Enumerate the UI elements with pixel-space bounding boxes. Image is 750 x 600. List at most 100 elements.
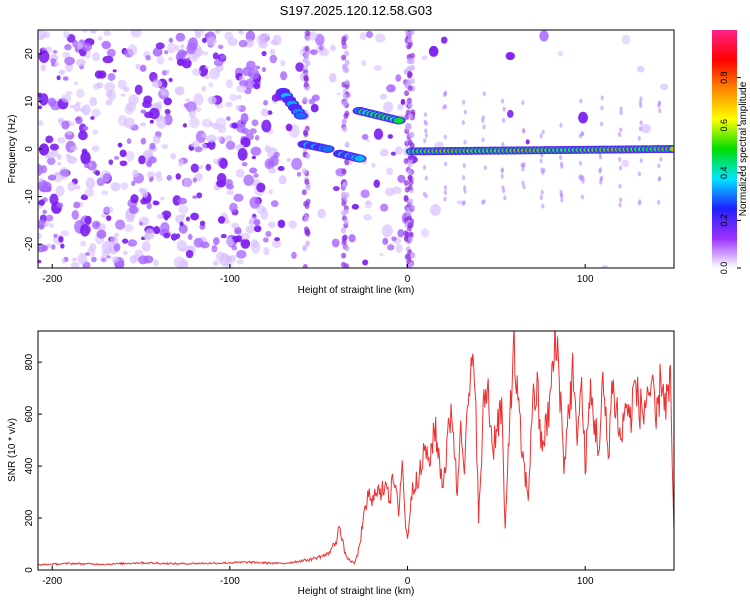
spectrogram-speckle xyxy=(363,214,372,221)
spectrogram-streak xyxy=(600,121,604,127)
spectrogram-speckle xyxy=(225,183,234,190)
spectrogram-streak xyxy=(408,198,414,205)
spectrogram-speckle xyxy=(111,256,120,263)
spectrogram-streak xyxy=(443,161,448,167)
spectrogram-speckle xyxy=(94,70,104,79)
spectrogram-streak xyxy=(344,141,350,148)
spectrogram-speckle xyxy=(101,40,111,50)
spectrogram-x-tick-label: 100 xyxy=(577,274,594,285)
spectrogram-speckle xyxy=(107,72,116,81)
spectrogram-y-tick-label: -20 xyxy=(24,237,35,252)
spectrogram-speckle xyxy=(160,196,165,201)
spectrogram-streak xyxy=(407,85,413,92)
snr-y-axis-label: SNR (10 * v/v) xyxy=(7,418,18,482)
spectrogram-speckle xyxy=(85,177,95,190)
spectrogram-speckle xyxy=(92,51,100,62)
spectrogram-speckle xyxy=(245,30,256,42)
spectrogram-speckle xyxy=(249,196,261,209)
spectrogram-streak xyxy=(409,58,415,65)
colorbar-tick-label: 0.6 xyxy=(719,119,729,132)
spectrogram-speckle xyxy=(213,185,221,191)
spectrogram-speckle xyxy=(211,245,218,253)
snr-y-tick-label: 600 xyxy=(24,405,35,422)
spectrogram-speckle xyxy=(168,57,173,61)
spectrogram-speckle xyxy=(379,252,384,257)
spectrogram-speckle xyxy=(248,68,260,80)
spectrogram-speckle xyxy=(38,50,50,64)
spectrogram-speckle xyxy=(225,237,235,247)
spectrogram-speckle xyxy=(114,232,119,237)
spectrogram-speckle xyxy=(129,254,138,264)
spectrogram-speckle xyxy=(201,133,207,139)
spectrogram-speckle xyxy=(163,232,170,239)
spectrogram-streak xyxy=(424,175,428,181)
spectrogram-streak xyxy=(340,227,346,234)
spectrogram-streak xyxy=(301,189,307,196)
spectrogram-speckle xyxy=(236,259,244,265)
spectrogram-speckle xyxy=(104,82,116,93)
spectrogram-speckle xyxy=(126,138,132,144)
spectrogram-speckle xyxy=(146,171,156,179)
spectrogram-speckle xyxy=(182,123,187,128)
spectrogram-streak xyxy=(341,118,347,125)
spectrogram-speckle xyxy=(64,43,72,51)
spectrogram-speckle xyxy=(141,241,151,252)
spectrogram-speckle xyxy=(38,92,43,98)
spectrogram-speckle xyxy=(38,259,42,264)
spectrogram-speckle xyxy=(120,93,126,97)
spectrogram-speckle xyxy=(188,109,196,119)
spectrogram-ridge-mark xyxy=(393,117,404,124)
spectrogram-streak xyxy=(408,231,414,238)
spectrogram-streak xyxy=(344,245,350,252)
spectrogram-streak xyxy=(619,197,623,203)
spectrogram-speckle xyxy=(274,237,281,242)
spectrogram-speckle xyxy=(192,52,201,59)
spectrogram-streak xyxy=(443,103,448,109)
spectrogram-streak xyxy=(639,158,643,164)
spectrogram-speckle xyxy=(156,56,165,65)
spectrogram-streak xyxy=(541,203,545,209)
spectrogram-speckle xyxy=(201,85,207,92)
spectrogram-speckle xyxy=(58,236,64,243)
spectrogram-speckle xyxy=(317,208,326,219)
spectrogram-speckle xyxy=(286,157,291,163)
spectrogram-speckle xyxy=(72,39,79,48)
spectrogram-streak xyxy=(406,97,412,104)
spectrogram-speckle xyxy=(195,106,202,112)
spectrogram-speckle xyxy=(278,175,287,185)
spectrogram-speckle xyxy=(263,100,269,106)
spectrogram-speckle xyxy=(391,236,397,242)
spectrogram-speckle xyxy=(178,204,189,214)
spectrogram-speckle xyxy=(40,64,47,72)
spectrogram-speckle xyxy=(84,252,90,256)
spectrogram-streak xyxy=(344,59,350,66)
spectrogram-speckle xyxy=(351,203,360,210)
spectrogram-streak xyxy=(403,157,409,164)
spectrogram-speckle xyxy=(400,98,406,105)
spectrogram-speckle xyxy=(262,237,269,243)
spectrogram-speckle xyxy=(175,173,181,180)
spectrogram-streak xyxy=(501,142,505,148)
spectrogram-streak xyxy=(405,79,411,86)
spectrogram-speckle xyxy=(100,255,108,263)
snr-y-ticks: 0 200 400 600 800 xyxy=(24,353,42,573)
spectrogram-speckle xyxy=(235,168,245,178)
spectrogram-speckle xyxy=(62,76,69,81)
spectrogram-streak xyxy=(303,200,309,207)
spectrogram-speckle xyxy=(164,50,169,55)
spectrogram-speckle xyxy=(149,142,156,150)
spectrogram-speckle xyxy=(185,98,191,103)
spectrogram-streak xyxy=(462,175,466,181)
spectrogram-streak xyxy=(657,101,662,107)
spectrogram-speckle xyxy=(90,116,95,121)
spectrogram-speckle xyxy=(38,177,43,183)
spectrogram-streak xyxy=(560,197,564,203)
spectrogram-speckle xyxy=(216,179,226,188)
spectrogram-streak xyxy=(598,168,602,174)
spectrogram-speckle xyxy=(146,160,153,168)
spectrogram-speckle xyxy=(156,116,167,129)
spectrogram-speckle xyxy=(105,215,112,221)
spectrogram-speckle xyxy=(395,74,402,82)
spectrogram-speckle xyxy=(61,120,70,130)
spectrogram-speckle xyxy=(79,224,90,237)
